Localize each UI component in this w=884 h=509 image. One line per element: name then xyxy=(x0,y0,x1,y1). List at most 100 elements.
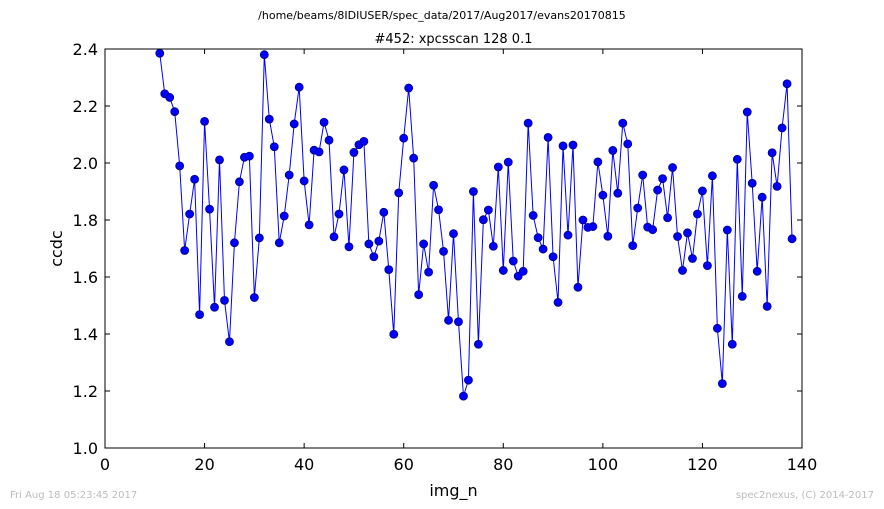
data-point xyxy=(558,141,568,151)
data-point xyxy=(578,215,588,225)
data-point xyxy=(653,185,663,195)
data-point xyxy=(478,215,488,225)
data-point xyxy=(220,295,229,305)
data-point xyxy=(747,178,757,188)
y-tick-label: 1.6 xyxy=(73,268,98,287)
data-point xyxy=(454,317,463,327)
data-point xyxy=(225,337,234,347)
data-point xyxy=(588,222,598,231)
data-point xyxy=(175,161,185,171)
data-point xyxy=(693,209,702,219)
data-point xyxy=(573,282,583,292)
data-point xyxy=(757,192,767,202)
data-point xyxy=(772,181,782,191)
data-point xyxy=(508,256,518,266)
data-point xyxy=(459,391,468,401)
data-point xyxy=(439,246,448,256)
data-point xyxy=(424,267,434,277)
data-point xyxy=(369,252,379,262)
data-point xyxy=(752,266,762,276)
x-tick-label: 100 xyxy=(588,455,619,474)
chart-suptitle: /home/beams/8IDIUSER/spec_data/2017/Aug2… xyxy=(258,9,626,22)
data-point xyxy=(658,174,667,184)
data-point xyxy=(767,148,777,158)
data-point xyxy=(503,157,513,167)
data-point xyxy=(483,205,493,215)
data-point xyxy=(319,117,329,127)
data-point xyxy=(339,165,349,175)
data-point xyxy=(259,50,269,60)
x-tick-label: 140 xyxy=(787,455,818,474)
x-tick-label: 80 xyxy=(493,455,513,474)
data-point xyxy=(165,93,175,102)
data-point xyxy=(444,315,453,325)
data-point xyxy=(364,239,374,249)
data-point xyxy=(473,339,483,349)
data-point xyxy=(727,339,737,349)
data-point xyxy=(498,266,508,275)
data-point xyxy=(633,203,643,213)
data-point xyxy=(384,265,394,274)
data-point xyxy=(294,82,304,92)
y-tick-label: 2.4 xyxy=(73,40,98,59)
data-point xyxy=(593,157,603,167)
data-point xyxy=(190,174,200,184)
data-point xyxy=(394,188,404,198)
data-point xyxy=(603,231,613,241)
data-point xyxy=(284,170,294,180)
data-point xyxy=(568,140,578,150)
data-point xyxy=(389,329,399,339)
data-point xyxy=(698,186,707,196)
data-point xyxy=(618,118,628,128)
x-tick-label: 0 xyxy=(100,455,110,474)
data-point xyxy=(493,162,503,172)
data-point xyxy=(399,133,409,143)
x-axis-label: img_n xyxy=(429,481,477,501)
data-point xyxy=(205,204,214,214)
data-point xyxy=(613,188,623,198)
data-point xyxy=(304,220,314,230)
data-point xyxy=(230,238,239,248)
data-point xyxy=(523,118,533,128)
data-point xyxy=(782,79,792,89)
data-point xyxy=(528,211,538,220)
data-point xyxy=(404,83,414,93)
data-point xyxy=(623,139,633,149)
data-point xyxy=(668,163,677,172)
plot-area xyxy=(105,49,802,448)
data-point xyxy=(155,48,165,58)
data-point xyxy=(538,244,548,254)
data-point xyxy=(707,171,717,181)
data-point xyxy=(324,135,334,145)
data-point xyxy=(180,246,190,255)
data-point xyxy=(777,123,787,133)
data-point xyxy=(289,119,299,129)
data-point xyxy=(628,241,638,251)
footer-timestamp: Fri Aug 18 05:23:45 2017 xyxy=(10,490,137,501)
data-point xyxy=(344,242,354,252)
data-point xyxy=(200,116,209,126)
data-point xyxy=(244,151,254,161)
data-point xyxy=(663,213,672,223)
data-point xyxy=(464,375,473,385)
data-point xyxy=(195,310,204,320)
data-point xyxy=(359,136,369,146)
data-point xyxy=(279,211,289,221)
x-tick-label: 120 xyxy=(687,455,718,474)
data-point xyxy=(533,233,543,243)
y-tick-label: 1.0 xyxy=(73,439,98,458)
data-point xyxy=(787,234,797,244)
data-point xyxy=(249,293,259,302)
data-point xyxy=(683,228,692,238)
data-point xyxy=(688,254,697,263)
data-point xyxy=(409,153,419,163)
data-point xyxy=(254,233,264,243)
data-point xyxy=(274,238,284,248)
data-point xyxy=(673,232,682,241)
data-point xyxy=(717,379,727,388)
data-point xyxy=(742,107,752,117)
data-point xyxy=(608,146,618,155)
data-point xyxy=(543,132,553,142)
data-point xyxy=(269,142,279,152)
data-point xyxy=(563,230,573,240)
